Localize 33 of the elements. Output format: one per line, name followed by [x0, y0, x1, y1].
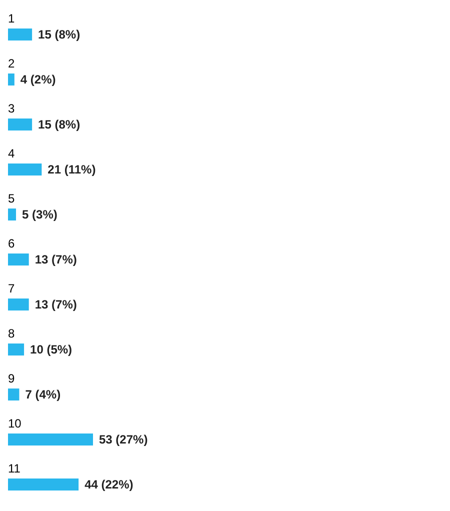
bar — [8, 478, 79, 490]
data-label: 5 (3%) — [22, 208, 58, 222]
bar — [8, 164, 42, 176]
data-label: 15 (8%) — [38, 118, 80, 132]
y-tick-label: 9 — [8, 372, 15, 386]
data-label: 7 (4%) — [25, 388, 61, 402]
y-tick-label: 8 — [8, 326, 15, 340]
bar — [8, 74, 14, 86]
bar — [8, 208, 16, 220]
y-tick-label: 5 — [8, 192, 15, 206]
y-tick-label: 10 — [8, 416, 22, 430]
bar — [8, 254, 29, 266]
y-tick-label: 4 — [8, 146, 15, 160]
y-tick-label: 7 — [8, 282, 15, 296]
y-tick-label: 11 — [8, 462, 21, 476]
data-label: 44 (22%) — [84, 478, 134, 492]
data-label: 13 (7%) — [34, 298, 77, 312]
bar — [8, 388, 20, 400]
data-label: 10 (5%) — [30, 342, 72, 356]
data-label: 53 (27%) — [99, 432, 148, 446]
data-label: 13 (7%) — [34, 252, 77, 266]
data-label: 15 (8%) — [38, 28, 80, 42]
data-label: 4 (2%) — [20, 72, 56, 86]
y-tick-label: 2 — [8, 56, 15, 70]
y-tick-label: 1 — [8, 12, 15, 26]
data-label: 21 (11%) — [48, 162, 96, 176]
bar — [8, 298, 29, 310]
y-tick-label: 6 — [8, 236, 15, 250]
bar — [8, 28, 32, 40]
y-tick-label: 3 — [8, 102, 15, 116]
bar — [8, 434, 93, 446]
bar — [8, 118, 32, 130]
bar — [8, 344, 24, 356]
